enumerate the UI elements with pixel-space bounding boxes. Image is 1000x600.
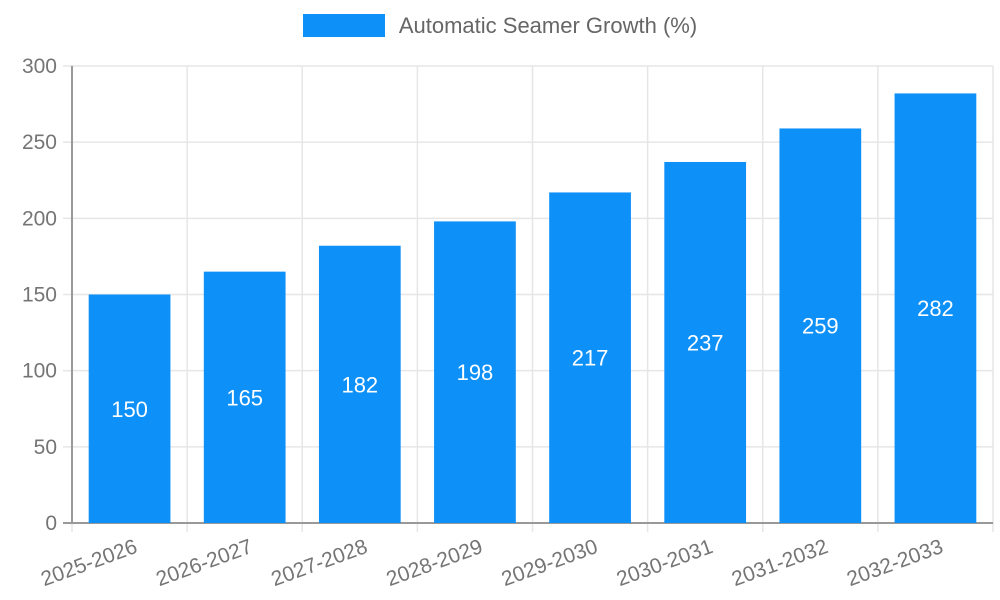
legend-swatch [302,14,385,37]
bar [894,93,977,524]
y-tick-label: 150 [22,284,57,307]
x-tick-label: 2029-2030 [499,535,601,591]
bar [88,294,171,523]
x-tick-label: 2027-2028 [268,535,370,591]
bar-value-label: 237 [687,330,724,355]
bar [779,128,862,523]
bar [549,192,631,524]
legend-label: Automatic Seamer Growth (%) [398,13,698,38]
y-tick-label: 100 [22,360,57,383]
x-tick-label: 2026-2027 [153,535,255,591]
bar-value-label: 282 [917,296,954,321]
bar-value-label: 165 [226,385,263,410]
y-tick-label: 50 [34,436,57,459]
bar [318,245,401,523]
x-tick-label: 2031-2032 [729,535,831,591]
bar-value-label: 198 [457,360,494,385]
y-tick-label: 250 [22,131,57,154]
bar-value-label: 182 [341,372,378,397]
bar-value-label: 259 [802,314,839,339]
bar [434,221,516,523]
x-tick-label: 2030-2031 [614,535,716,591]
bar [664,161,747,523]
bar-value-label: 217 [572,346,609,371]
bar-value-label: 150 [111,397,148,422]
x-tick-label: 2032-2033 [844,535,946,591]
x-tick-label: 2028-2029 [383,535,485,591]
chart-legend[interactable]: Automatic Seamer Growth (%) [0,14,1000,37]
y-tick-label: 300 [22,55,57,78]
bar [203,271,286,523]
x-tick-label: 2025-2026 [38,535,140,591]
y-tick-label: 0 [45,512,57,535]
y-tick-label: 200 [22,207,57,230]
